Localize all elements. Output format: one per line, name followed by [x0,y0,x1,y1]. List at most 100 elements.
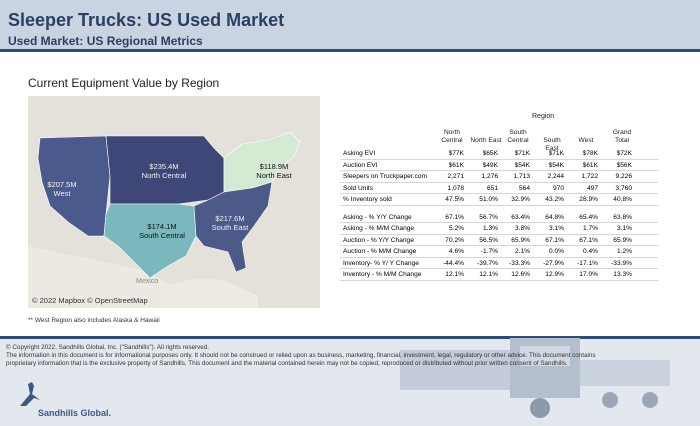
footer-stripe [0,336,700,339]
us-map-graphic [28,96,320,308]
table-cell: 17.0% [579,271,598,278]
copyright-text: © Copyright 2022, Sandhills Global, Inc.… [6,344,210,351]
row-label: Asking - % Y/Y Change [343,213,412,221]
row-label: Auction EVI [343,161,378,169]
table-cell: 564 [518,184,530,192]
row-label: Auction - % M/M Change [343,248,417,255]
table-cell: 63.4% [511,213,530,221]
page-title: Sleeper Trucks: US Used Market [8,10,285,30]
map-credit[interactable]: © 2022 Mapbox © OpenStreetMap [32,296,148,305]
table-cell: 0.0% [548,248,564,255]
table-row: Auction - % M/M Change 4.6% -1.7% 2.1% 0.0% 0… [340,246,658,258]
table-cell: 9,226 [615,173,632,180]
table-cell: 4.6% [448,248,464,255]
table-cell: 1,722 [581,173,598,180]
table-cell: -1.7% [480,248,498,255]
table-cell: 56.5% [479,236,498,244]
table-row: Inventory- % Y/ Y Change -44.4% -39.7% -33.… [340,258,658,269]
column-header: North Central [441,129,463,144]
region-label-south-east: $217.6M South East [211,214,249,233]
column-header: West [578,137,594,144]
table-cell: 12.1% [445,271,464,278]
metrics-table: Asking EVI $77K $65K $71K $71K $78K $72K Auctio… [340,148,658,281]
row-label: Inventory - % M/M Change [343,271,422,278]
table-cell: $61K [448,161,464,169]
table-cell: $72K [616,150,632,157]
table-cell: 12.9% [545,271,564,278]
table-cell: $49K [482,161,498,169]
table-cell: 32.9% [511,196,530,203]
table-cell: 40.8% [613,196,632,203]
table-cell: $77K [448,150,464,157]
table-cell: $54K [514,161,530,169]
table-row: Auction - % Y/Y Change 70.2% 56.5% 65.9% 67.… [340,235,658,246]
table-cell: 0.4% [582,248,598,255]
disclaimer-text: The information in this document is for … [6,352,596,368]
table-cell: 2.1% [514,248,530,255]
table-cell: 3.8% [514,225,530,232]
table-row: Asking - % M/M Change 5.2% 1.3% 3.8% 3.1% 1.7… [340,223,658,235]
region-south-central-shape[interactable] [103,203,197,279]
table-cell: -27.9% [543,259,564,267]
row-label: Asking EVI [343,150,376,157]
table-cell: 65.9% [613,236,632,244]
table-cell: 63.8% [613,213,632,221]
table-cell: 65.4% [579,213,598,221]
table-cell: 1,276 [481,173,498,180]
region-south-east-shape[interactable] [193,181,273,273]
table-cell: 43.2% [545,196,564,203]
table-cell: -33.9% [611,259,632,267]
column-header: South Central [507,129,529,144]
table-cell: 70.2% [445,236,464,244]
table-cell: 67.1% [579,236,598,244]
table-cell: $71K [548,150,564,157]
column-header: Grand Total [612,129,632,144]
table-cell: 51.0% [479,196,498,203]
table-cell: -44.4% [443,259,464,267]
table-row: % Inventory sold 47.5% 51.0% 32.9% 43.2% 28.9… [340,194,658,206]
table-row: Inventory - % M/M Change 12.1% 12.1% 12.6% 1… [340,269,658,281]
table-cell: 3,760 [615,184,632,192]
table-cell: 12.6% [511,271,530,278]
column-header: South East [543,137,561,152]
table-row: Sold Units 1,078 651 564 970 497 3,760 [340,183,658,194]
row-label: % Inventory sold [343,196,392,203]
table-cell: 67.1% [445,213,464,221]
region-label-south-central: $174.1M South Central [139,222,185,241]
table-cell: 1.2% [616,248,632,255]
table-cell: 13.3% [613,271,632,278]
table-row: Auction EVI $61K $49K $54K $54K $61K $56K [340,160,658,171]
table-cell: 12.1% [479,271,498,278]
table-cell: 3.1% [616,225,632,232]
map-label-mexico: Mexico [136,278,159,285]
table-cell: 28.9% [579,196,598,203]
table-cell: $71K [514,150,530,157]
row-label: Sleepers on Truckpaper.com [343,173,427,180]
table-cell: 47.5% [445,196,464,203]
table-cell: $61K [582,161,598,169]
table-row: Sleepers on Truckpaper.com 2,271 1,276 1,71… [340,171,658,183]
table-cell: $56K [616,161,632,169]
region-label-west: $207.5M West [47,180,77,199]
page-subtitle: Used Market: US Regional Metrics [8,34,203,48]
sandhills-crane-icon [20,382,40,406]
header-stripe [0,49,700,52]
table-row: Asking - % Y/Y Change 67.1% 56.7% 63.4% 64.8… [340,212,658,223]
table-cell: 64.8% [545,213,564,221]
table-column-headers: North Central North East South Central South … [340,129,658,152]
table-cell: 67.1% [545,236,564,244]
column-header: North East [470,137,502,144]
row-label: Auction - % Y/Y Change [343,236,414,244]
map-section-title: Current Equipment Value by Region [28,76,220,90]
table-cell: 56.7% [479,213,498,221]
table-cell: 1,713 [513,173,530,180]
region-map[interactable]: $207.5M West $235.4M North Central $118.9M… [28,96,320,308]
table-cell: 3.1% [548,225,564,232]
row-label: Inventory- % Y/ Y Change [343,259,419,267]
truck-icon [400,338,670,418]
map-footnote: ** West Region also includes Alaska & Ha… [28,317,160,324]
sandhills-logo-text: Sandhills Global. [38,408,112,418]
table-cell: $65K [482,150,498,157]
row-label: Sold Units [343,184,374,192]
table-row: Asking EVI $77K $65K $71K $71K $78K $72K [340,148,658,160]
